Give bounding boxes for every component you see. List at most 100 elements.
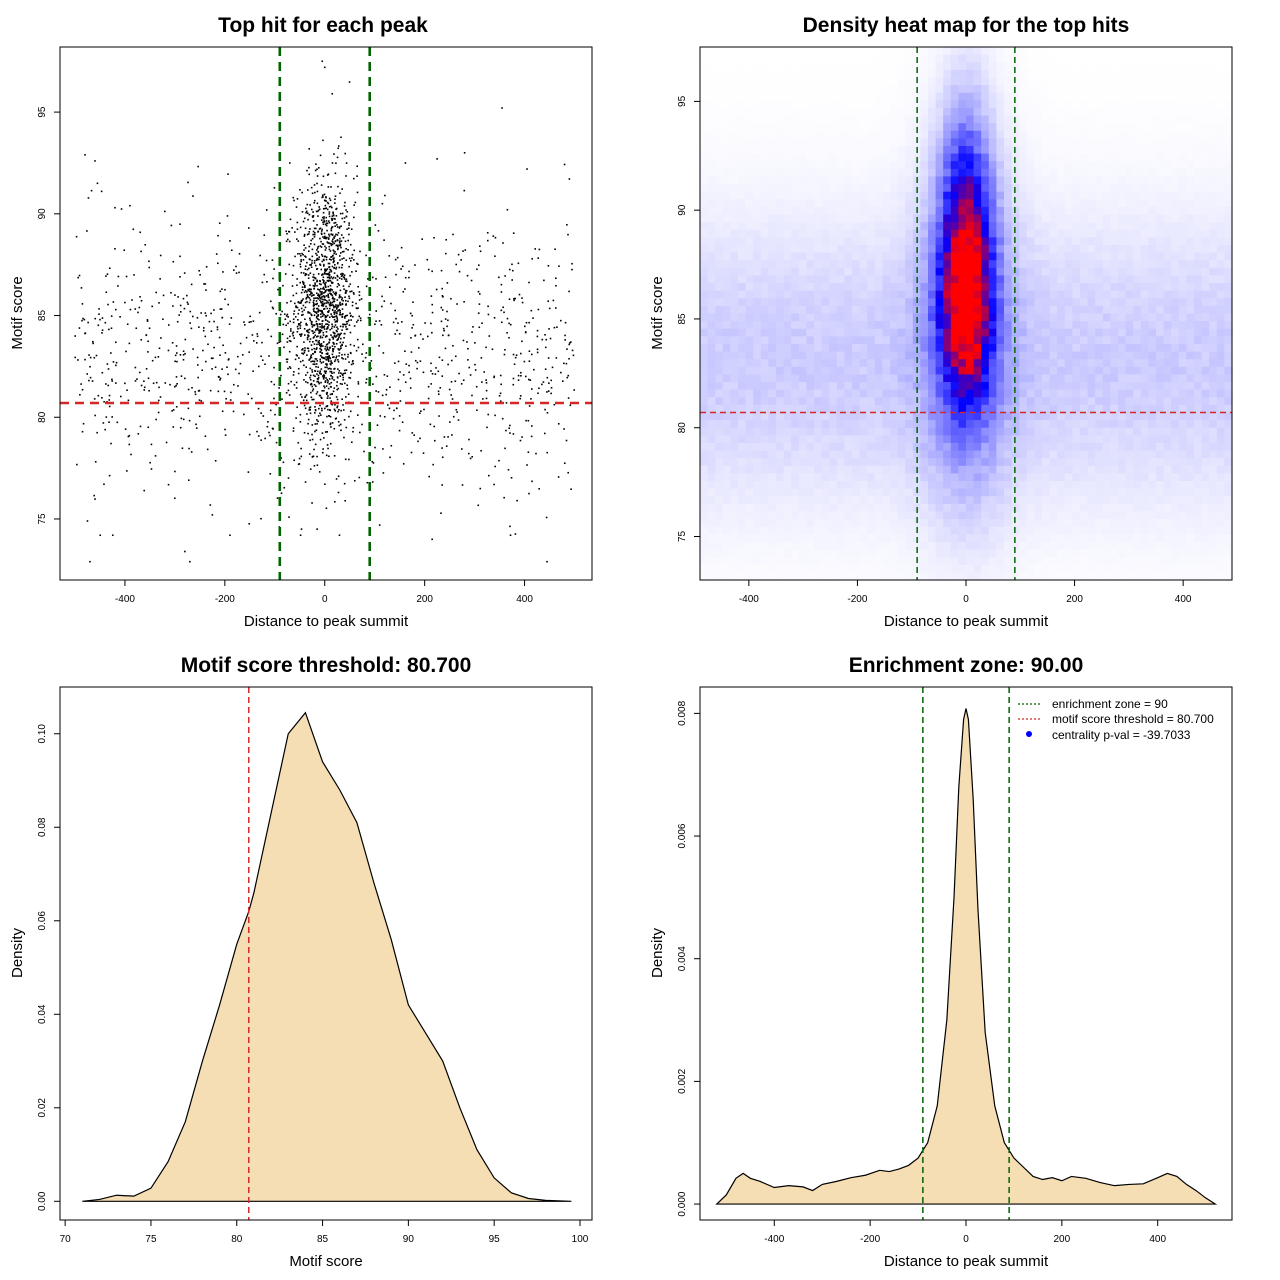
data-point <box>312 215 315 217</box>
heatmap-cell <box>958 526 967 535</box>
data-point <box>503 311 505 314</box>
data-point <box>326 356 329 359</box>
data-point <box>332 261 335 264</box>
heatmap-cell <box>768 69 777 79</box>
heatmap-cell <box>950 359 959 368</box>
heatmap-cell <box>791 168 800 178</box>
heatmap-cell <box>745 450 754 459</box>
data-point <box>501 417 504 420</box>
heatmap-cell <box>958 237 967 246</box>
data-point <box>313 363 316 366</box>
data-point <box>564 339 566 341</box>
data-point <box>480 449 482 452</box>
data-point <box>138 371 141 374</box>
heatmap-cell <box>844 321 853 330</box>
data-point <box>573 389 575 391</box>
heatmap-cell <box>867 290 876 299</box>
data-point <box>525 419 527 422</box>
heatmap-cell <box>730 260 739 269</box>
heatmap-cell <box>928 450 937 459</box>
data-point <box>340 298 343 301</box>
heatmap-cell <box>760 191 769 200</box>
heatmap-cell <box>791 77 800 86</box>
data-point <box>150 443 153 446</box>
heatmap-cell <box>844 465 853 474</box>
heatmap-cell <box>715 366 724 376</box>
data-point <box>250 320 252 323</box>
heatmap-cell <box>707 275 716 284</box>
heatmap-cell <box>753 54 762 63</box>
heatmap-cell <box>935 336 944 345</box>
data-point <box>325 286 327 289</box>
heatmap-cell <box>776 465 785 474</box>
heatmap-cell <box>829 69 838 79</box>
data-point <box>384 276 387 279</box>
data-point <box>285 315 288 317</box>
data-point <box>326 323 329 325</box>
heatmap-cell <box>950 176 959 185</box>
data-point <box>323 221 326 223</box>
heatmap-cell <box>897 252 906 261</box>
heatmap-cell <box>836 420 845 429</box>
data-point <box>397 378 400 381</box>
heatmap-cell <box>882 549 891 558</box>
data-point <box>488 474 490 477</box>
data-point <box>115 364 117 367</box>
heatmap-cell <box>836 488 845 497</box>
data-point <box>417 440 419 443</box>
data-point <box>297 312 300 315</box>
heatmap-cell <box>760 145 769 155</box>
data-point <box>350 371 352 374</box>
data-point <box>404 276 407 279</box>
heatmap-cell <box>943 229 952 238</box>
heatmap-cell <box>738 435 747 444</box>
heatmap-cell <box>776 435 785 444</box>
data-point <box>326 320 329 322</box>
heatmap-cell <box>829 62 838 71</box>
heatmap-cell <box>829 397 838 406</box>
data-point <box>348 81 351 83</box>
data-point <box>315 392 318 395</box>
heatmap-cell <box>806 115 815 124</box>
heatmap-cell <box>738 138 747 147</box>
data-point <box>340 273 342 275</box>
data-point <box>330 370 333 373</box>
heatmap-cell <box>958 267 967 277</box>
heatmap-cell <box>897 237 906 246</box>
heatmap-cell <box>844 572 853 581</box>
heatmap-cell <box>897 115 906 124</box>
data-point <box>321 273 324 275</box>
heatmap-cell <box>722 366 731 376</box>
heatmap-cell <box>897 176 906 185</box>
data-point <box>304 347 306 349</box>
heatmap-cell <box>928 100 937 109</box>
data-point <box>131 299 133 301</box>
heatmap-cell <box>882 519 891 528</box>
data-point <box>339 337 342 340</box>
heatmap-cell <box>844 435 853 444</box>
heatmap-cell <box>844 244 853 254</box>
heatmap-cell <box>882 412 891 421</box>
heatmap-cell <box>806 206 815 216</box>
heatmap-cell <box>882 184 891 193</box>
heatmap-cell <box>791 130 800 139</box>
data-point <box>353 479 356 482</box>
heatmap-cell <box>738 222 747 231</box>
heatmap-cell <box>905 313 914 322</box>
data-point <box>296 228 299 231</box>
data-point <box>372 462 375 464</box>
heatmap-cell <box>768 237 777 246</box>
heatmap-cell <box>829 214 838 223</box>
heatmap-cell <box>928 214 937 223</box>
heatmap-cell <box>897 382 906 391</box>
heatmap-cell <box>730 359 739 368</box>
heatmap-cell <box>791 191 800 200</box>
heatmap-cell <box>950 503 959 513</box>
data-point <box>309 367 312 370</box>
data-point <box>401 421 404 424</box>
data-point <box>307 296 309 298</box>
data-point <box>348 324 351 326</box>
data-point <box>288 230 291 233</box>
heatmap-cell <box>905 458 914 467</box>
data-point <box>328 258 331 261</box>
